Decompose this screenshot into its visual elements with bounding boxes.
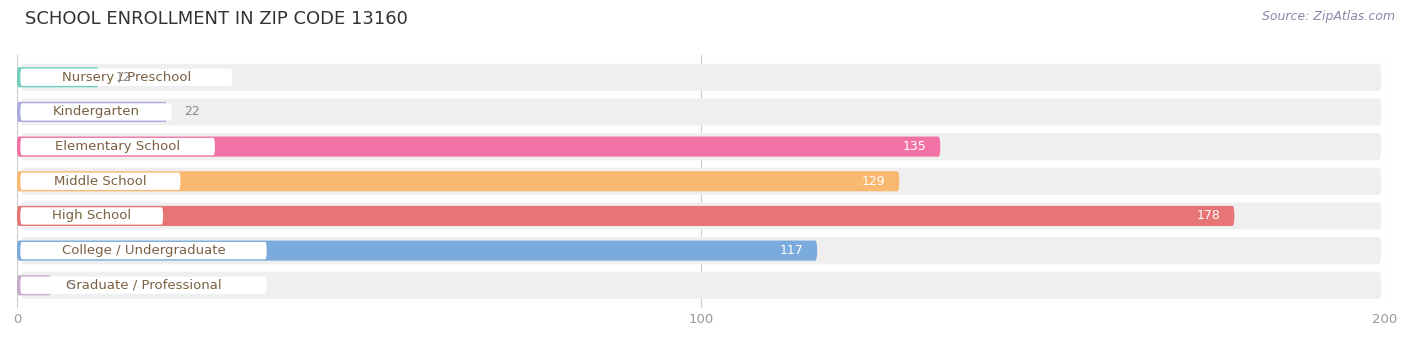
Text: 178: 178 xyxy=(1197,209,1220,222)
FancyBboxPatch shape xyxy=(17,102,167,122)
Text: 5: 5 xyxy=(67,279,76,292)
FancyBboxPatch shape xyxy=(17,206,1234,226)
FancyBboxPatch shape xyxy=(17,136,941,157)
FancyBboxPatch shape xyxy=(17,67,98,87)
FancyBboxPatch shape xyxy=(20,98,1382,126)
Text: 12: 12 xyxy=(117,71,132,84)
FancyBboxPatch shape xyxy=(20,168,1382,195)
FancyBboxPatch shape xyxy=(17,171,900,191)
FancyBboxPatch shape xyxy=(20,173,180,190)
FancyBboxPatch shape xyxy=(20,133,1382,160)
FancyBboxPatch shape xyxy=(20,237,1382,264)
Text: Source: ZipAtlas.com: Source: ZipAtlas.com xyxy=(1261,10,1395,23)
Text: Graduate / Professional: Graduate / Professional xyxy=(66,279,221,292)
Text: Elementary School: Elementary School xyxy=(55,140,180,153)
FancyBboxPatch shape xyxy=(20,69,232,86)
FancyBboxPatch shape xyxy=(20,103,172,121)
FancyBboxPatch shape xyxy=(20,242,267,259)
FancyBboxPatch shape xyxy=(20,64,1382,91)
Text: Kindergarten: Kindergarten xyxy=(52,105,139,118)
Text: Nursery / Preschool: Nursery / Preschool xyxy=(62,71,191,84)
Text: Middle School: Middle School xyxy=(53,175,146,188)
FancyBboxPatch shape xyxy=(20,138,215,155)
FancyBboxPatch shape xyxy=(17,240,817,261)
FancyBboxPatch shape xyxy=(20,202,1382,229)
Text: SCHOOL ENROLLMENT IN ZIP CODE 13160: SCHOOL ENROLLMENT IN ZIP CODE 13160 xyxy=(25,10,408,28)
FancyBboxPatch shape xyxy=(20,207,163,225)
FancyBboxPatch shape xyxy=(17,275,51,295)
Text: College / Undergraduate: College / Undergraduate xyxy=(62,244,225,257)
Text: 129: 129 xyxy=(862,175,886,188)
Text: 117: 117 xyxy=(780,244,803,257)
Text: 135: 135 xyxy=(903,140,927,153)
Text: High School: High School xyxy=(52,209,131,222)
FancyBboxPatch shape xyxy=(20,272,1382,299)
FancyBboxPatch shape xyxy=(20,277,267,294)
Text: 22: 22 xyxy=(184,105,200,118)
